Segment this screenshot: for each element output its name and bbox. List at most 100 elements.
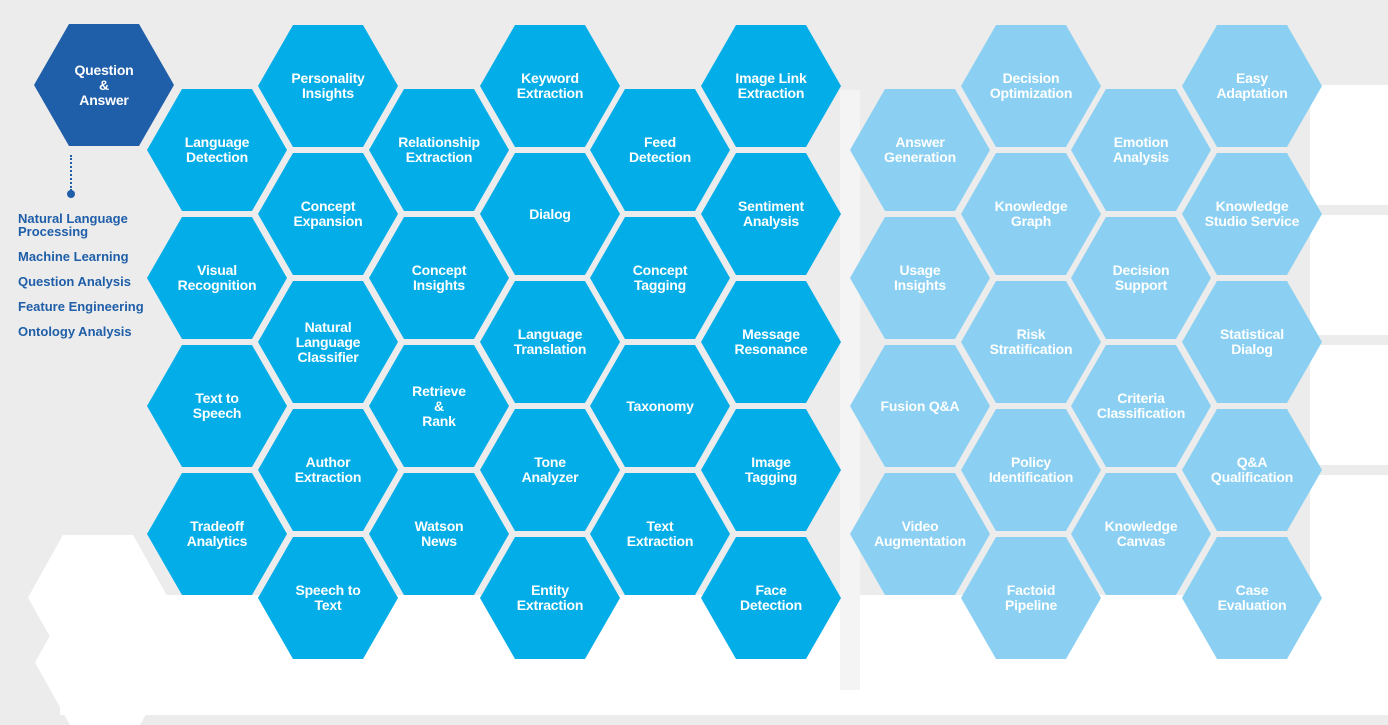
hex-language-translation[interactable]: Language Translation xyxy=(480,281,620,403)
hex-label: Case Evaluation xyxy=(1217,582,1287,613)
hex-video-augmentation[interactable]: Video Augmentation xyxy=(850,473,990,595)
hex-knowledge-graph[interactable]: Knowledge Graph xyxy=(961,153,1101,275)
hex-relationship-extraction[interactable]: Relationship Extraction xyxy=(369,89,509,211)
hex-personality-insights[interactable]: Personality Insights xyxy=(258,25,398,147)
bg-panel-right-3 xyxy=(1310,345,1388,465)
bg-panel-right-2 xyxy=(1310,215,1388,335)
hex-answer-generation[interactable]: Answer Generation xyxy=(850,89,990,211)
hex-label: Language Translation xyxy=(513,326,587,357)
hex-label: Video Augmentation xyxy=(874,518,966,549)
legend-item-ontology-analysis: Ontology Analysis xyxy=(18,324,132,339)
question-answer-hex[interactable]: Question & Answer xyxy=(34,24,174,146)
hex-image-link-extraction[interactable]: Image Link Extraction xyxy=(701,25,841,147)
hex-label: Sentiment Analysis xyxy=(738,198,804,229)
hex-label: Text Extraction xyxy=(626,518,694,549)
hex-label: Face Detection xyxy=(740,582,802,613)
hex-label: Decision Optimization xyxy=(989,70,1073,101)
hex-label: Usage Insights xyxy=(893,262,947,293)
bg-panel-center xyxy=(840,90,860,690)
hex-label: Tradeoff Analytics xyxy=(186,518,248,549)
hex-emotion-analysis[interactable]: Emotion Analysis xyxy=(1071,89,1211,211)
hex-label: Policy Identification xyxy=(988,454,1074,485)
hex-message-resonance[interactable]: Message Resonance xyxy=(701,281,841,403)
hex-label: Watson News xyxy=(414,518,464,549)
hex-label: Knowledge Graph xyxy=(994,198,1068,229)
hex-tradeoff-analytics[interactable]: Tradeoff Analytics xyxy=(147,473,287,595)
hex-label: Factoid Pipeline xyxy=(1004,582,1058,613)
hex-easy-adaptation[interactable]: Easy Adaptation xyxy=(1182,25,1322,147)
hex-risk-stratification[interactable]: Risk Stratification xyxy=(961,281,1101,403)
legend-connector-line xyxy=(70,155,72,191)
hex-criteria-classification[interactable]: Criteria Classification xyxy=(1071,345,1211,467)
hex-usage-insights[interactable]: Usage Insights xyxy=(850,217,990,339)
legend-item-feature-engineering: Feature Engineering xyxy=(18,299,144,314)
bg-panel-right-4 xyxy=(1310,475,1388,595)
hex-concept-tagging[interactable]: Concept Tagging xyxy=(590,217,730,339)
hex-knowledge-studio-service[interactable]: Knowledge Studio Service xyxy=(1182,153,1322,275)
hex-label: Keyword Extraction xyxy=(516,70,584,101)
hex-label: Criteria Classification xyxy=(1096,390,1186,421)
hex-keyword-extraction[interactable]: Keyword Extraction xyxy=(480,25,620,147)
hex-label: Knowledge Canvas xyxy=(1104,518,1178,549)
hex-label: Concept Insights xyxy=(411,262,467,293)
hex-label: Retrieve & Rank xyxy=(412,382,466,429)
hex-visual-recognition[interactable]: Visual Recognition xyxy=(147,217,287,339)
capability-legend: Natural Language Processing Machine Lear… xyxy=(18,212,158,350)
hex-label: Decision Support xyxy=(1112,262,1170,293)
hex-label: Dialog xyxy=(529,205,571,222)
question-answer-label: Question & Answer xyxy=(74,61,134,108)
hex-label: Taxonomy xyxy=(626,397,694,414)
hex-label: Visual Recognition xyxy=(177,262,257,293)
hex-image-tagging[interactable]: Image Tagging xyxy=(701,409,841,531)
legend-item-machine-learning: Machine Learning xyxy=(18,249,129,264)
hex-tone-analyzer[interactable]: Tone Analyzer xyxy=(480,409,620,531)
hex-label: Entity Extraction xyxy=(516,582,584,613)
hex-knowledge-canvas[interactable]: Knowledge Canvas xyxy=(1071,473,1211,595)
hex-case-evaluation[interactable]: Case Evaluation xyxy=(1182,537,1322,659)
hex-text-extraction[interactable]: Text Extraction xyxy=(590,473,730,595)
hex-watson-news[interactable]: Watson News xyxy=(369,473,509,595)
hex-label: Speech to Text xyxy=(295,582,361,613)
hex-label: Language Detection xyxy=(184,134,250,165)
legend-item-question-analysis: Question Analysis xyxy=(18,274,131,289)
hex-label: Fusion Q&A xyxy=(880,397,960,414)
hex-dialog[interactable]: Dialog xyxy=(480,153,620,275)
hex-label: Message Resonance xyxy=(734,326,808,357)
hex-label: Image Link Extraction xyxy=(735,70,807,101)
hex-concept-expansion[interactable]: Concept Expansion xyxy=(258,153,398,275)
hex-qa-qualification[interactable]: Q&A Qualification xyxy=(1182,409,1322,531)
hex-taxonomy[interactable]: Taxonomy xyxy=(590,345,730,467)
hex-label: Risk Stratification xyxy=(989,326,1073,357)
hex-label: Text to Speech xyxy=(192,390,242,421)
hex-language-detection[interactable]: Language Detection xyxy=(147,89,287,211)
hex-label: Concept Tagging xyxy=(632,262,688,293)
hex-natural-language-classifier[interactable]: Natural Language Classifier xyxy=(258,281,398,403)
hex-label: Author Extraction xyxy=(294,454,362,485)
hex-policy-identification[interactable]: Policy Identification xyxy=(961,409,1101,531)
hex-author-extraction[interactable]: Author Extraction xyxy=(258,409,398,531)
hex-retrieve-and-rank[interactable]: Retrieve & Rank xyxy=(369,345,509,467)
hex-label: Easy Adaptation xyxy=(1216,70,1288,101)
hex-fusion-qa[interactable]: Fusion Q&A xyxy=(850,345,990,467)
bg-panel-right-5 xyxy=(1300,605,1388,715)
hex-label: Emotion Analysis xyxy=(1113,134,1169,165)
hex-decision-support[interactable]: Decision Support xyxy=(1071,217,1211,339)
hex-statistical-dialog[interactable]: Statistical Dialog xyxy=(1182,281,1322,403)
hex-feed-detection[interactable]: Feed Detection xyxy=(590,89,730,211)
hex-label: Q&A Qualification xyxy=(1210,454,1294,485)
hex-label: Statistical Dialog xyxy=(1220,326,1284,357)
hex-label: Concept Expansion xyxy=(293,198,363,229)
hex-text-to-speech[interactable]: Text to Speech xyxy=(147,345,287,467)
hex-label: Tone Analyzer xyxy=(521,454,579,485)
hex-decision-optimization[interactable]: Decision Optimization xyxy=(961,25,1101,147)
bg-panel-right-1 xyxy=(1310,85,1388,205)
hex-sentiment-analysis[interactable]: Sentiment Analysis xyxy=(701,153,841,275)
legend-connector-dot xyxy=(67,190,75,198)
hex-label: Answer Generation xyxy=(884,134,956,165)
hex-label: Image Tagging xyxy=(745,454,797,485)
legend-item-nlp: Natural Language Processing xyxy=(18,211,128,239)
hex-label: Personality Insights xyxy=(291,70,365,101)
hex-label: Knowledge Studio Service xyxy=(1204,198,1300,229)
hex-concept-insights[interactable]: Concept Insights xyxy=(369,217,509,339)
hex-label: Relationship Extraction xyxy=(398,134,480,165)
